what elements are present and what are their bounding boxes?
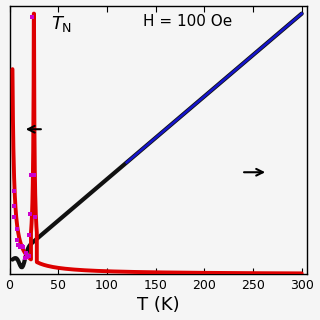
Point (26, 232, 31, 237)
Point (12, 215, 17, 220)
Point (20, 245, 25, 250)
Point (28, 172, 34, 177)
Point (28, 211, 33, 216)
Text: $T_{\rm N}$: $T_{\rm N}$ (51, 14, 72, 34)
Point (11, 189, 16, 194)
Point (20, 244, 25, 249)
Point (27, 253, 32, 259)
Point (25, 254, 30, 259)
Point (22, 256, 27, 261)
Point (33, 214, 38, 220)
Point (17, 244, 22, 250)
Point (31, 172, 36, 177)
Text: H = 100 Oe: H = 100 Oe (143, 14, 232, 28)
Point (12, 204, 17, 209)
Point (14, 237, 20, 242)
X-axis label: T (K): T (K) (137, 296, 180, 315)
Point (29, 14, 35, 19)
Point (14, 226, 20, 231)
Point (16, 242, 21, 247)
Point (23, 250, 28, 255)
